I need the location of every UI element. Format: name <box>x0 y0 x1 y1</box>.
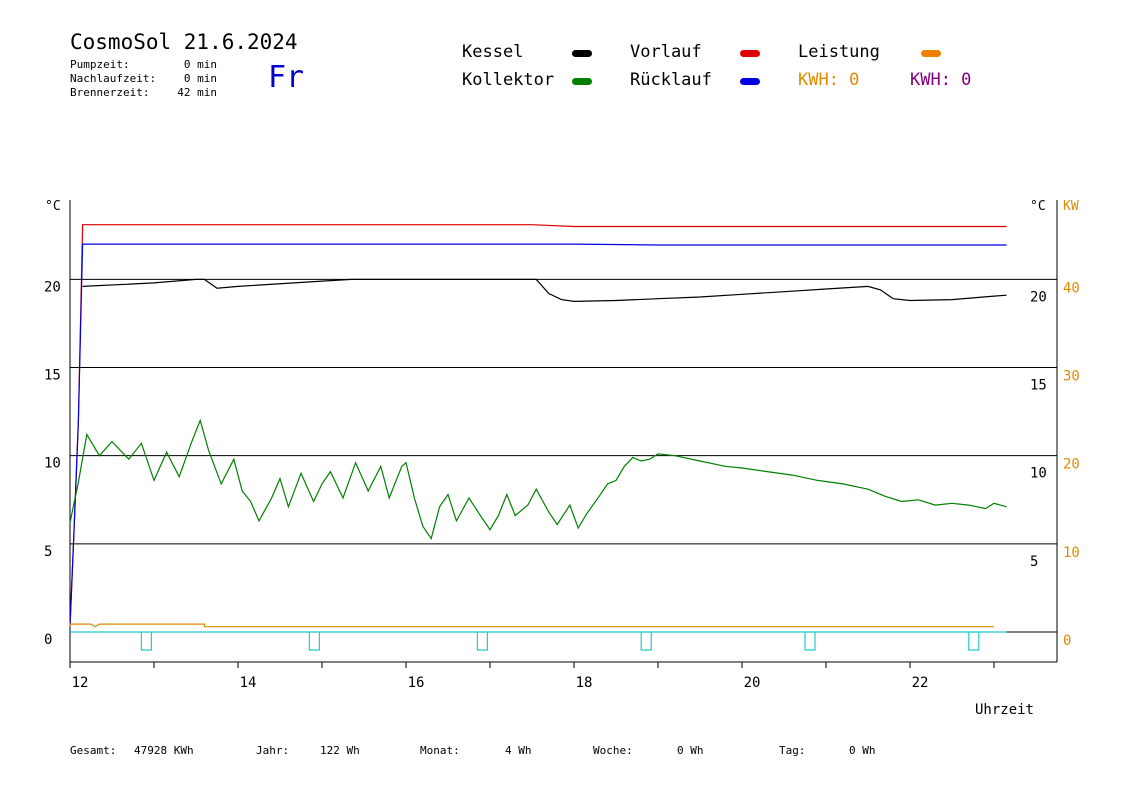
pump-pulse-5 <box>968 632 980 651</box>
stat-brennerzeit-value: 42 min <box>177 86 217 99</box>
footer-tag-label: Tag: <box>779 744 806 757</box>
series-kessel-line <box>82 278 1007 303</box>
y-power-label-0: 0 <box>1063 633 1071 649</box>
pump-pulse-0 <box>140 632 152 651</box>
right-axis-unit: °C <box>1030 199 1046 214</box>
pump-pulse-4 <box>804 632 816 651</box>
x-tick-label-20: 20 <box>744 675 761 691</box>
x-tick-label-14: 14 <box>240 675 257 691</box>
pump-pulse-3 <box>640 632 652 651</box>
footer-woche-label: Woche: <box>593 744 633 757</box>
legend-vorlauf-swatch <box>740 50 760 57</box>
x-tick-label-16: 16 <box>408 675 425 691</box>
stat-brennerzeit-label: Brennerzeit: <box>70 86 150 99</box>
chart-title: CosmoSol 21.6.2024 <box>70 30 298 54</box>
footer-tag-value: 0 Wh <box>849 744 876 757</box>
x-tick-label-18: 18 <box>576 675 593 691</box>
footer-monat-label: Monat: <box>420 744 460 757</box>
legend-leistung-label: Leistung <box>798 42 880 62</box>
legend-vorlauf-label: Vorlauf <box>630 42 702 62</box>
y-right-label-5: 5 <box>1030 554 1038 570</box>
y-power-label-10: 10 <box>1063 545 1080 561</box>
pump-pulse-2 <box>476 632 488 651</box>
x-tick-label-22: 22 <box>912 675 929 691</box>
pump-pulse-1 <box>308 632 320 651</box>
footer-woche-value: 0 Wh <box>677 744 704 757</box>
footer-gesamt-value: 47928 KWh <box>134 744 194 757</box>
y-left-label-15: 15 <box>44 368 61 384</box>
y-left-label-20: 20 <box>44 279 61 295</box>
legend-leistung-swatch <box>921 50 941 57</box>
y-power-label-40: 40 <box>1063 280 1080 296</box>
y-left-label-10: 10 <box>44 456 61 472</box>
series-vorlauf-line <box>69 224 1007 627</box>
y-power-label-30: 30 <box>1063 369 1080 385</box>
y-power-label-20: 20 <box>1063 457 1080 473</box>
series-leistung-line <box>69 623 994 628</box>
y-left-label-0: 0 <box>44 632 52 648</box>
stat-pumpzeit-label: Pumpzeit: <box>70 58 130 71</box>
x-axis-title: Uhrzeit <box>975 702 1034 718</box>
y-right-label-20: 20 <box>1030 289 1047 305</box>
footer-monat-value: 4 Wh <box>505 744 532 757</box>
footer-jahr-label: Jahr: <box>256 744 290 757</box>
legend-kollektor-label: Kollektor <box>462 70 555 90</box>
power-axis-unit: KW <box>1063 199 1079 214</box>
y-right-label-15: 15 <box>1030 378 1047 394</box>
legend-ruecklauf-swatch <box>740 78 760 85</box>
series-rcklauf-line <box>69 243 1007 627</box>
y-left-label-5: 5 <box>44 544 52 560</box>
legend-kessel-label: Kessel <box>462 42 524 62</box>
footer-gesamt-label: Gesamt: <box>70 744 117 757</box>
legend-kwh-orange: KWH: 0 <box>798 70 860 90</box>
footer-jahr-value: 122 Wh <box>320 744 360 757</box>
legend-kwh-purple: KWH: 0 <box>910 70 972 90</box>
stat-nachlaufzeit-label: Nachlaufzeit: <box>70 72 157 85</box>
y-right-label-10: 10 <box>1030 466 1047 482</box>
x-tick-label-12: 12 <box>72 675 89 691</box>
weekday-label: Fr <box>268 60 305 95</box>
legend-kessel-swatch <box>572 50 592 57</box>
left-axis-unit: °C <box>45 199 61 214</box>
stat-nachlaufzeit-value: 0 min <box>183 72 217 85</box>
stat-pumpzeit-value: 0 min <box>183 58 217 71</box>
legend-kollektor-swatch <box>572 78 592 85</box>
series-kollektor-line <box>69 418 1007 541</box>
legend-ruecklauf-label: Rücklauf <box>630 70 712 90</box>
